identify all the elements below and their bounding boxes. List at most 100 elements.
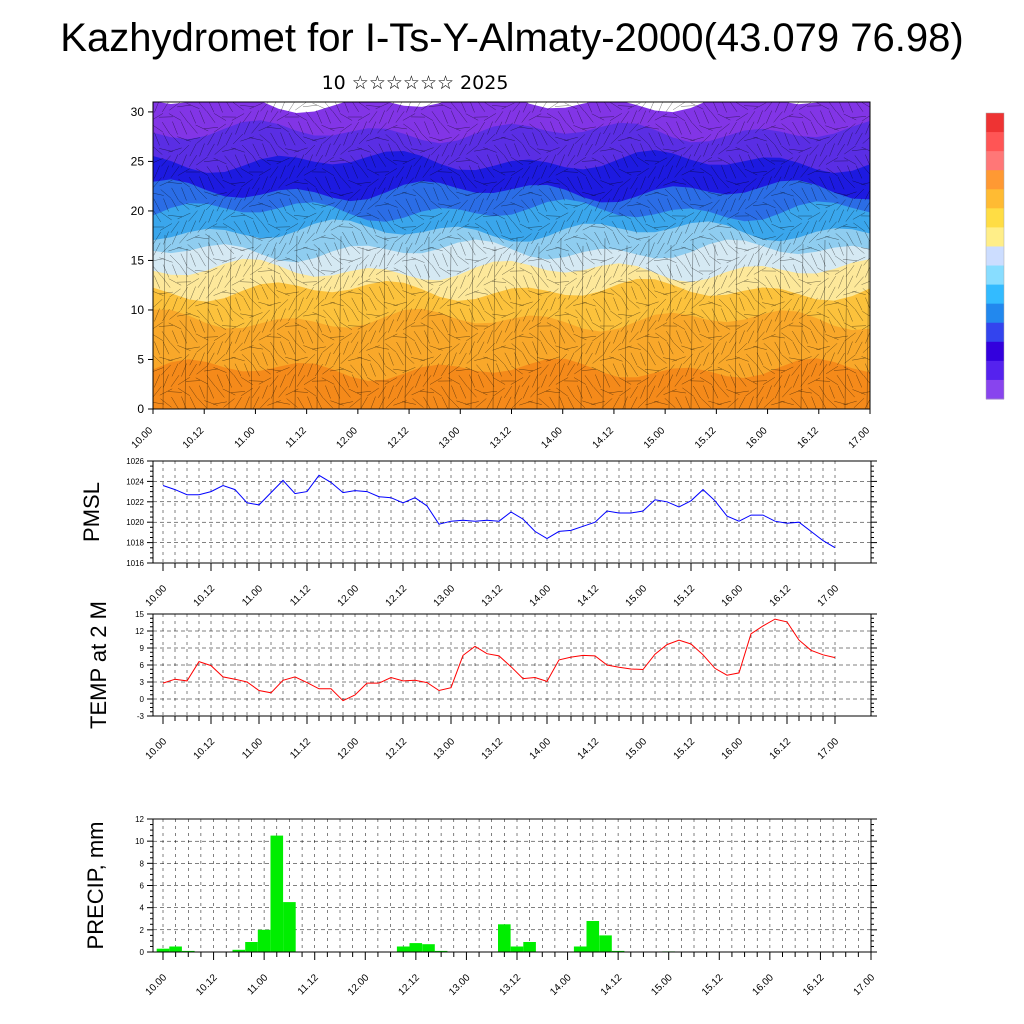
x-tick-label: 12.12: [384, 583, 410, 609]
x-tick-label: 14.12: [576, 736, 602, 762]
precip-bar: [434, 950, 448, 952]
heatmap-band: [153, 358, 870, 409]
x-tick-label: 11.00: [240, 736, 265, 761]
x-tick-label: 12.00: [336, 736, 362, 762]
x-tick-label: 16.12: [795, 425, 821, 451]
x-tick-label: 17.00: [816, 736, 842, 762]
x-tick-label: 13.00: [432, 736, 458, 762]
colorbar-swatch: [986, 132, 1004, 152]
x-tick-label: 15.00: [649, 972, 675, 998]
x-tick-label: 11.00: [245, 972, 270, 997]
cross-section-body: [153, 102, 870, 409]
y-tick-label: 4: [140, 904, 145, 913]
x-tick-label: 13.00: [432, 583, 458, 609]
x-tick-label: 13.00: [437, 425, 463, 451]
grid-vertical: [162, 461, 836, 563]
y-axis-label: PMSL: [79, 482, 104, 542]
x-tick-label: 14.00: [539, 425, 565, 451]
colorbar-swatch: [986, 208, 1004, 228]
x-tick-label: 15.12: [672, 736, 698, 762]
x-tick-label: 12.12: [397, 972, 423, 998]
x-tick-label: 13.12: [488, 425, 514, 451]
x-tick-label: 13.12: [480, 736, 506, 762]
x-tick-label: 13.00: [447, 972, 473, 998]
x-tick-label: 10.12: [192, 583, 218, 609]
x-tick-label: 12.12: [384, 736, 410, 762]
y-tick-label: 6: [140, 661, 145, 670]
x-tick-label: 11.12: [288, 583, 313, 608]
y-tick-label: 30: [131, 105, 145, 119]
precip-bar: [586, 921, 600, 952]
page-subtitle: 10 ☆☆☆☆☆☆ 2025: [321, 72, 509, 94]
y-tick-label: 1018: [126, 539, 144, 548]
y-tick-label: 2: [140, 926, 145, 935]
cross-section-chart: 0 5 10 15 20 25 30 10.00 10.12 11.00 11.12 12.00 12.…: [130, 101, 873, 451]
x-tick-label: 11.00: [233, 425, 258, 450]
x-tick-label: 15.00: [624, 736, 650, 762]
x-tick-label: 12.00: [346, 972, 372, 998]
x-tick-label: 16.00: [744, 425, 770, 451]
series-line: [162, 474, 836, 549]
colorbar-swatch: [986, 322, 1004, 343]
x-tick-label: 14.12: [591, 425, 617, 451]
x-tick-label: 16.12: [768, 583, 794, 609]
y-tick-label: 5: [137, 352, 144, 366]
precip-bar: [573, 946, 587, 952]
x-tick-label: 17.00: [847, 425, 873, 451]
y-tick-label: 12: [135, 627, 144, 636]
x-tick-label: 17.00: [852, 972, 878, 998]
x-tick-label: 16.00: [751, 972, 777, 998]
panel-frame: [152, 460, 872, 564]
y-tick-label: 15: [135, 610, 144, 619]
x-tick-label: 15.12: [693, 425, 719, 451]
colorbar-swatch: [986, 303, 1004, 324]
precip-bar: [270, 835, 284, 952]
colorbar-swatch: [986, 246, 1004, 267]
colorbar-swatch: [986, 360, 1004, 381]
x-tick-label: 10.00: [144, 736, 170, 762]
y-tick-label: 8: [140, 859, 145, 868]
pmsl-chart: 1016 1018 1020 1022 1024 1026 10.00 10.12 11.00 1…: [79, 457, 877, 609]
precip-bar: [182, 950, 195, 952]
y-tick-label: 12: [135, 815, 144, 824]
y-tick-label: 1026: [126, 457, 144, 466]
x-tick-label: 11.12: [288, 736, 313, 761]
x-tick-label: 11.00: [240, 583, 265, 608]
precip-bar: [498, 924, 511, 952]
x-tick-label: 11.12: [296, 972, 321, 997]
y-tick-label: 3: [140, 678, 145, 687]
precip-chart: 0 2 4 6 8 10 12 10.00 10.12 11.00 11.12 12.00 12.12 1…: [83, 815, 877, 998]
precip-bar: [523, 942, 536, 952]
grid-horizontal: [153, 460, 871, 564]
x-tick-label: 16.00: [720, 583, 746, 609]
colorbar-swatch: [986, 265, 1004, 286]
x-tick-label: 14.00: [548, 972, 574, 998]
x-tick-label: 14.12: [599, 972, 625, 998]
colorbar-swatch: [986, 170, 1004, 190]
x-tick-label: 16.12: [801, 972, 827, 998]
wind-barbs: [153, 102, 870, 409]
colorbar-swatch: [986, 189, 1004, 209]
precip-bar: [510, 946, 524, 952]
y-axis-label: PRECIP, mm: [83, 822, 108, 950]
y-tick-label: 10: [135, 837, 144, 846]
x-tick-label: 16.00: [720, 736, 746, 762]
x-tick-label: 12.00: [336, 583, 362, 609]
precip-bar: [611, 950, 625, 952]
y-tick-label: 0: [140, 948, 145, 957]
colorbar-swatch: [986, 284, 1004, 305]
x-tick-label: 15.12: [672, 583, 698, 609]
page-title: Kazhydromet for I-Ts-Y-Almaty-2000(43.07…: [60, 16, 964, 60]
precip-bar: [283, 902, 296, 952]
precip-bar: [396, 946, 410, 952]
y-tick-label: 20: [131, 204, 145, 218]
precip-bar: [156, 948, 170, 952]
y-tick-label: 10: [131, 303, 145, 317]
y-tick-label: 25: [131, 154, 145, 168]
x-tick-label: 11.12: [284, 425, 309, 450]
x-tick-label: 10.00: [144, 972, 170, 998]
x-tick-label: 16.12: [768, 736, 794, 762]
colorbar-frame: [985, 112, 1005, 400]
y-tick-label: 1024: [126, 477, 144, 486]
x-tick-label: 10.12: [192, 736, 218, 762]
